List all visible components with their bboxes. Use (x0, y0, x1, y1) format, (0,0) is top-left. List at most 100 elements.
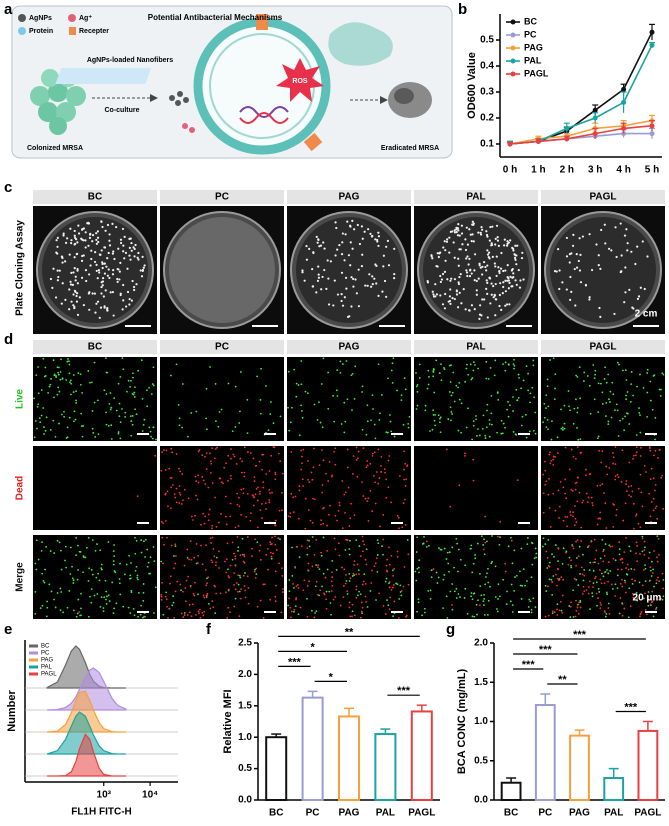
colony (443, 240, 446, 243)
cell (318, 464, 321, 467)
cell (278, 452, 280, 455)
cell (201, 611, 204, 614)
legend-dot (18, 27, 26, 35)
cell (233, 552, 235, 555)
cell (475, 434, 478, 437)
cell (380, 464, 382, 467)
cell (572, 589, 575, 592)
cell (230, 477, 232, 480)
cell (59, 378, 62, 381)
x-tick-label: 0 h (503, 165, 517, 176)
cell (293, 586, 295, 589)
cell (460, 431, 463, 434)
cell (59, 587, 62, 590)
cell (554, 544, 557, 546)
colony (94, 251, 97, 254)
colony (76, 252, 79, 255)
cell (202, 614, 205, 617)
colony (82, 254, 85, 257)
cell (278, 509, 281, 512)
cell (361, 606, 364, 609)
cell (56, 366, 59, 369)
cell (93, 361, 96, 364)
cell (302, 448, 305, 451)
colony (457, 264, 460, 267)
cell (574, 488, 577, 491)
cell (613, 504, 615, 506)
cell (231, 558, 234, 561)
point (592, 115, 598, 121)
colony (64, 241, 68, 244)
cell (227, 575, 230, 577)
cell (628, 494, 630, 497)
cell (450, 364, 452, 367)
cell (403, 450, 406, 453)
cell (407, 423, 410, 425)
cell (367, 497, 370, 500)
colony (135, 283, 138, 286)
cell (639, 552, 641, 555)
colony (490, 242, 493, 245)
cell (290, 451, 293, 453)
cell (498, 543, 501, 546)
cell (259, 509, 262, 511)
cell (256, 499, 259, 502)
colony (514, 279, 517, 282)
cell (602, 549, 605, 551)
ridge-area (47, 733, 126, 777)
cell (318, 568, 321, 571)
cell (609, 570, 612, 572)
cell (118, 578, 121, 580)
cell (243, 471, 246, 474)
point (649, 42, 655, 48)
cell (619, 582, 622, 585)
cell (344, 420, 347, 423)
cell (648, 447, 651, 450)
cell (290, 492, 293, 495)
cell (348, 573, 351, 575)
cell (329, 504, 331, 507)
cell (624, 591, 627, 594)
cell (548, 507, 551, 509)
cell (260, 502, 263, 505)
bar (569, 734, 590, 802)
cell (415, 408, 418, 410)
cell (355, 459, 358, 461)
cell (533, 396, 536, 399)
scale-label: 2 cm (635, 309, 658, 320)
cell (66, 426, 69, 429)
cell (163, 543, 165, 546)
cell (485, 540, 488, 543)
significance-label: ** (558, 674, 567, 686)
cell (437, 414, 440, 417)
colony (329, 260, 332, 263)
y-tick-label: 1.5 (474, 677, 488, 688)
cell (164, 595, 167, 598)
colony (455, 293, 459, 296)
cell (171, 604, 174, 607)
colony (442, 246, 445, 249)
cell (504, 426, 506, 429)
y-tick-label: 2.0 (238, 669, 252, 680)
cell (35, 568, 38, 571)
cell (629, 400, 632, 403)
cell (347, 486, 350, 489)
cell (269, 541, 272, 544)
cell (453, 400, 456, 403)
cell (524, 584, 526, 587)
cell (162, 562, 164, 565)
colony (494, 237, 497, 240)
cell (474, 364, 476, 366)
cell (594, 373, 597, 376)
cell (557, 547, 560, 550)
colony (60, 302, 63, 305)
legend-label: PAG (524, 42, 543, 52)
cell (82, 555, 85, 557)
cell (415, 551, 418, 553)
cell (362, 540, 364, 543)
cell (194, 475, 197, 478)
colony (62, 232, 65, 235)
colony (98, 271, 101, 274)
cell (604, 615, 607, 618)
cell (103, 596, 106, 599)
